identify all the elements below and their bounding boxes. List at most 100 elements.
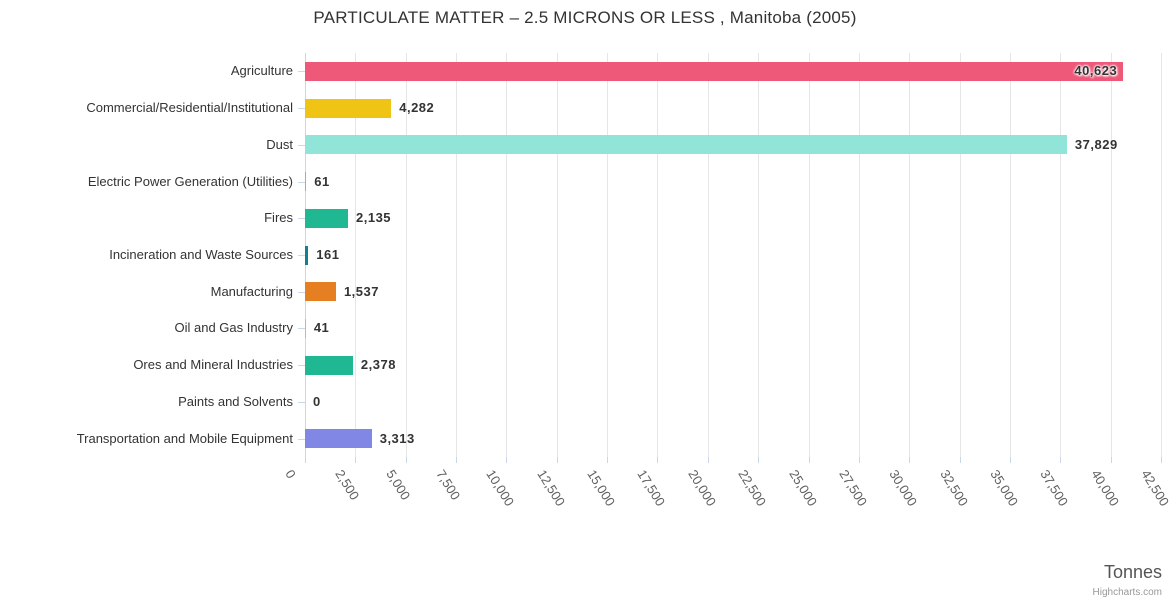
grid-line xyxy=(1009,53,1011,457)
bar[interactable] xyxy=(305,62,1124,81)
y-axis-tick xyxy=(298,218,305,219)
category-label: Dust xyxy=(266,137,293,152)
x-axis-tick xyxy=(909,457,911,463)
category-label: Fires xyxy=(264,210,293,225)
x-axis-tick xyxy=(1060,457,1062,463)
y-axis-tick xyxy=(298,108,305,109)
x-axis-tick xyxy=(758,457,760,463)
x-axis-tick xyxy=(506,457,508,463)
x-axis-label: 25,000 xyxy=(785,467,820,509)
x-axis-tick xyxy=(808,457,810,463)
bar[interactable] xyxy=(305,282,336,301)
bar[interactable] xyxy=(305,246,309,265)
value-label: 0 xyxy=(313,394,321,409)
x-axis-tick xyxy=(1009,457,1011,463)
bar[interactable] xyxy=(305,135,1067,154)
value-label: 1,537 xyxy=(343,284,379,299)
y-axis-tick xyxy=(298,182,305,183)
y-axis-tick xyxy=(298,439,305,440)
x-axis-label: 20,000 xyxy=(685,467,719,509)
x-axis-tick xyxy=(858,457,860,463)
x-axis-tick xyxy=(959,457,961,463)
x-axis-label: 30,000 xyxy=(886,467,921,509)
x-axis-label: 15,000 xyxy=(584,467,619,509)
y-axis-tick xyxy=(298,145,305,146)
x-axis-label: 40,000 xyxy=(1087,467,1122,509)
value-label: 41 xyxy=(313,320,330,335)
x-axis-tick xyxy=(1110,457,1112,463)
x-axis-label: 35,000 xyxy=(987,467,1022,509)
grid-line xyxy=(405,53,407,457)
x-axis-tick xyxy=(607,457,609,463)
grid-line xyxy=(858,53,860,457)
category-label: Incineration and Waste Sources xyxy=(109,247,293,262)
x-axis-label: 32,500 xyxy=(936,467,971,509)
grid-line xyxy=(657,53,659,457)
x-axis-tick xyxy=(657,457,659,463)
x-axis-label: 37,500 xyxy=(1037,467,1072,509)
x-axis-label: 22,500 xyxy=(735,467,770,509)
x-axis-tick xyxy=(456,457,458,463)
value-label: 40,623 xyxy=(1074,63,1118,78)
category-label: Ores and Mineral Industries xyxy=(133,357,293,372)
highcharts-credit-link[interactable]: Highcharts.com xyxy=(1092,587,1162,598)
value-label: 161 xyxy=(316,247,340,262)
category-label: Agriculture xyxy=(230,63,293,78)
x-axis-label: 5,000 xyxy=(382,467,413,503)
y-axis-tick xyxy=(298,402,305,403)
x-axis-label: 10,000 xyxy=(483,467,518,509)
y-axis-tick xyxy=(298,292,305,293)
grid-line xyxy=(355,53,357,457)
category-label: Electric Power Generation (Utilities) xyxy=(87,174,293,189)
bar[interactable] xyxy=(305,99,392,118)
x-axis-label: 2,500 xyxy=(332,467,363,503)
value-label: 2,135 xyxy=(356,210,392,225)
bar[interactable] xyxy=(305,429,372,448)
bar[interactable] xyxy=(305,172,307,191)
x-axis-label: 12,500 xyxy=(534,467,568,509)
grid-line xyxy=(456,53,458,457)
grid-line xyxy=(909,53,911,457)
grid-line xyxy=(1060,53,1062,457)
x-axis-tick xyxy=(355,457,357,463)
x-axis-title: Tonnes xyxy=(1103,562,1162,582)
value-label: 2,378 xyxy=(360,357,396,372)
value-label: 4,282 xyxy=(399,100,435,115)
category-label: Paints and Solvents xyxy=(178,394,293,409)
grid-line xyxy=(556,53,558,457)
value-label: 3,313 xyxy=(379,431,415,446)
category-label: Oil and Gas Industry xyxy=(174,320,294,335)
chart-title: PARTICULATE MATTER – 2.5 MICRONS OR LESS… xyxy=(313,8,857,27)
value-label: 61 xyxy=(314,174,330,189)
grid-line xyxy=(758,53,760,457)
x-axis-tick xyxy=(707,457,709,463)
x-axis-label: 7,500 xyxy=(433,467,464,503)
category-label: Transportation and Mobile Equipment xyxy=(76,431,293,446)
x-axis-label: 42,500 xyxy=(1138,467,1170,509)
x-axis-label: 27,500 xyxy=(836,467,870,509)
grid-line xyxy=(808,53,810,457)
grid-line xyxy=(1161,53,1162,457)
x-axis-tick xyxy=(405,457,407,463)
bar[interactable] xyxy=(305,356,353,375)
grid-line xyxy=(506,53,508,457)
x-axis-tick xyxy=(1161,457,1162,463)
x-axis-label: 0 xyxy=(282,467,299,482)
y-axis-tick xyxy=(298,71,305,72)
grid-line xyxy=(707,53,709,457)
category-label: Manufacturing xyxy=(210,284,293,299)
grid-line xyxy=(959,53,961,457)
y-axis-tick xyxy=(298,255,305,256)
grid-line xyxy=(1110,53,1112,457)
y-axis-tick xyxy=(298,328,305,329)
x-axis-tick xyxy=(305,457,306,463)
y-axis-tick xyxy=(298,365,305,366)
category-label: Commercial/Residential/Institutional xyxy=(86,100,293,115)
x-axis-tick xyxy=(556,457,558,463)
x-axis-label: 17,500 xyxy=(634,467,669,509)
value-label: 37,829 xyxy=(1074,137,1118,152)
grid-line xyxy=(607,53,609,457)
bar[interactable] xyxy=(305,319,306,338)
bar[interactable] xyxy=(305,209,348,228)
